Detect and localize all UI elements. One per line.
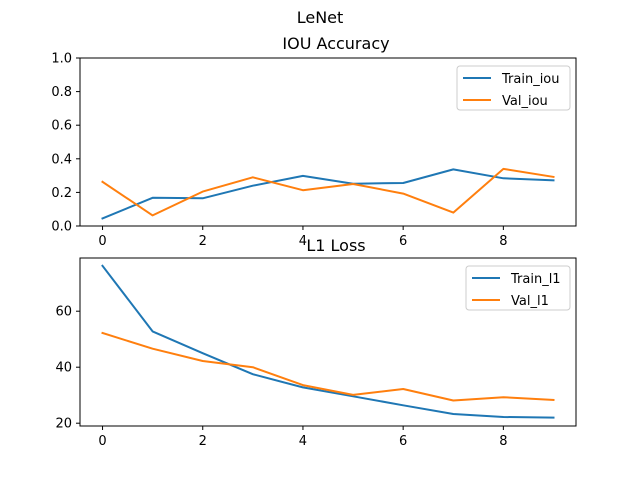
y-tick-label: 0.0 bbox=[51, 220, 72, 235]
series-line-val-l1 bbox=[101, 331, 555, 402]
legend-label: Train_iou bbox=[501, 72, 560, 87]
y-tick-label: 0.6 bbox=[51, 119, 72, 134]
x-tick-label: 2 bbox=[199, 434, 207, 449]
y-tick-label: 0.2 bbox=[51, 186, 72, 201]
legend-label: Val_iou bbox=[502, 94, 548, 109]
legend: Train_l1 Val_l1 bbox=[465, 265, 571, 311]
series-line-val-iou bbox=[101, 167, 555, 217]
x-tick-label: 2 bbox=[199, 234, 207, 249]
axes-frame bbox=[79, 57, 577, 227]
y-tick-label: 0.4 bbox=[51, 152, 72, 167]
y-tick-label: 40 bbox=[55, 361, 72, 376]
chart-title: IOU Accuracy bbox=[282, 34, 389, 53]
iou-accuracy-chart: 0 2 4 6 8 0.0 0.2 0.4 0.6 0.8 1.0 IOU Accuracy Train… bbox=[51, 34, 577, 249]
legend-label: Train_l1 bbox=[510, 272, 561, 287]
x-tick-label: 6 bbox=[399, 434, 407, 449]
x-tick-label: 6 bbox=[399, 234, 407, 249]
legend: Train_iou Val_iou bbox=[456, 65, 571, 111]
y-tick-label: 0.8 bbox=[51, 85, 72, 100]
x-tick-label: 8 bbox=[499, 434, 507, 449]
series-line-train-l1 bbox=[101, 264, 555, 419]
x-tick-label: 8 bbox=[499, 234, 507, 249]
chart-title: L1 Loss bbox=[306, 236, 365, 255]
x-tick-label: 4 bbox=[299, 234, 307, 249]
figure-suptitle: LeNet bbox=[297, 8, 344, 27]
x-tick-label: 4 bbox=[299, 434, 307, 449]
axes-frame bbox=[79, 257, 577, 427]
legend-label: Val_l1 bbox=[511, 294, 549, 309]
x-tick-label: 0 bbox=[98, 234, 106, 249]
x-tick-label: 0 bbox=[98, 434, 106, 449]
y-tick-label: 20 bbox=[55, 417, 72, 432]
y-tick-label: 1.0 bbox=[51, 52, 72, 67]
y-tick-label: 60 bbox=[55, 305, 72, 320]
series-line-train-iou bbox=[101, 168, 555, 220]
